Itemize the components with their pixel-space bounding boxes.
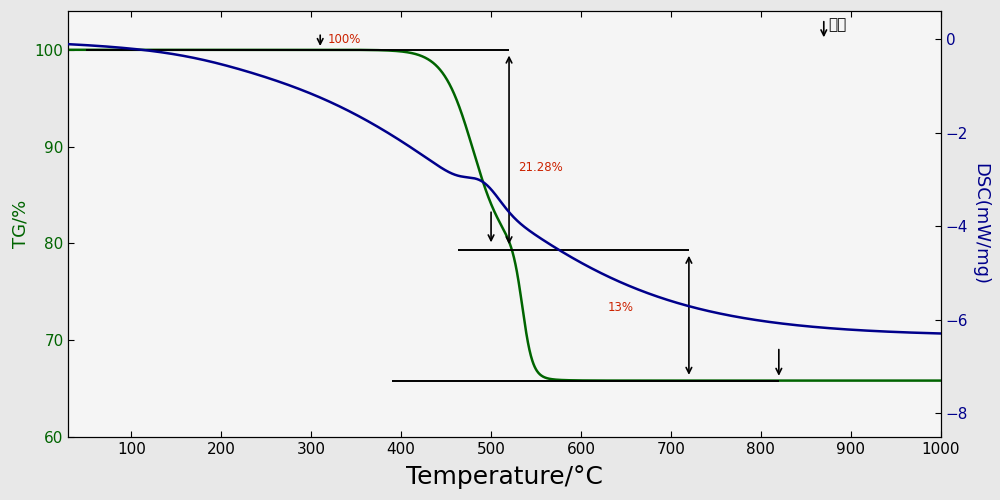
Y-axis label: TG/%: TG/%: [11, 200, 29, 248]
X-axis label: Temperature/°C: Temperature/°C: [406, 465, 603, 489]
Text: 13%: 13%: [608, 301, 634, 314]
Text: 放热: 放热: [828, 17, 847, 32]
Text: 21.28%: 21.28%: [518, 160, 563, 173]
Y-axis label: DSC(mW/mg): DSC(mW/mg): [971, 163, 989, 285]
Text: 100%: 100%: [327, 34, 361, 46]
